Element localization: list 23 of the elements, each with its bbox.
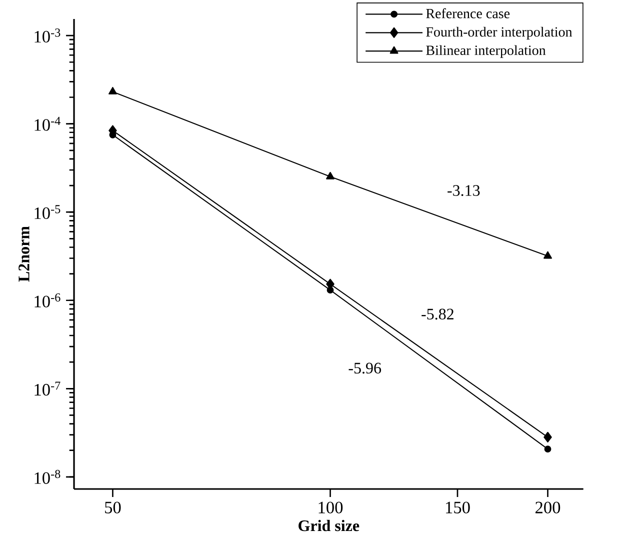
x-tick-label: 50 bbox=[105, 502, 121, 514]
y-tick-label: 10$^{-8}$ bbox=[34, 470, 60, 484]
point bbox=[108, 86, 117, 94]
x-axis-title: Grid size bbox=[298, 520, 360, 532]
x-tick-label: 200 bbox=[536, 502, 560, 514]
annotation: -5.96 bbox=[348, 362, 382, 374]
point bbox=[326, 172, 334, 180]
y-tick-label: 10$^{-5}$ bbox=[34, 205, 60, 220]
y-tick-label: 10$^{-7}$ bbox=[34, 382, 60, 396]
legend-label: Reference case bbox=[426, 8, 510, 18]
y-tick-label: 10$^{-4}$ bbox=[34, 116, 60, 131]
point bbox=[544, 446, 552, 452]
legend-label: Bilinear interpolation bbox=[426, 45, 546, 58]
y-axis-title: L2norm bbox=[18, 226, 30, 282]
point bbox=[544, 432, 552, 443]
point bbox=[544, 251, 552, 259]
x-tick-label: 100 bbox=[318, 502, 343, 514]
annotation: -3.13 bbox=[448, 185, 480, 196]
legend-label: Fourth-order interpolation bbox=[426, 26, 572, 40]
annotation: -5.82 bbox=[422, 308, 454, 320]
y-tick-label: 10$^{-3}$ bbox=[34, 28, 60, 43]
x-tick-label: 150 bbox=[446, 502, 470, 514]
y-tick-label: 10$^{-6}$ bbox=[34, 293, 60, 308]
